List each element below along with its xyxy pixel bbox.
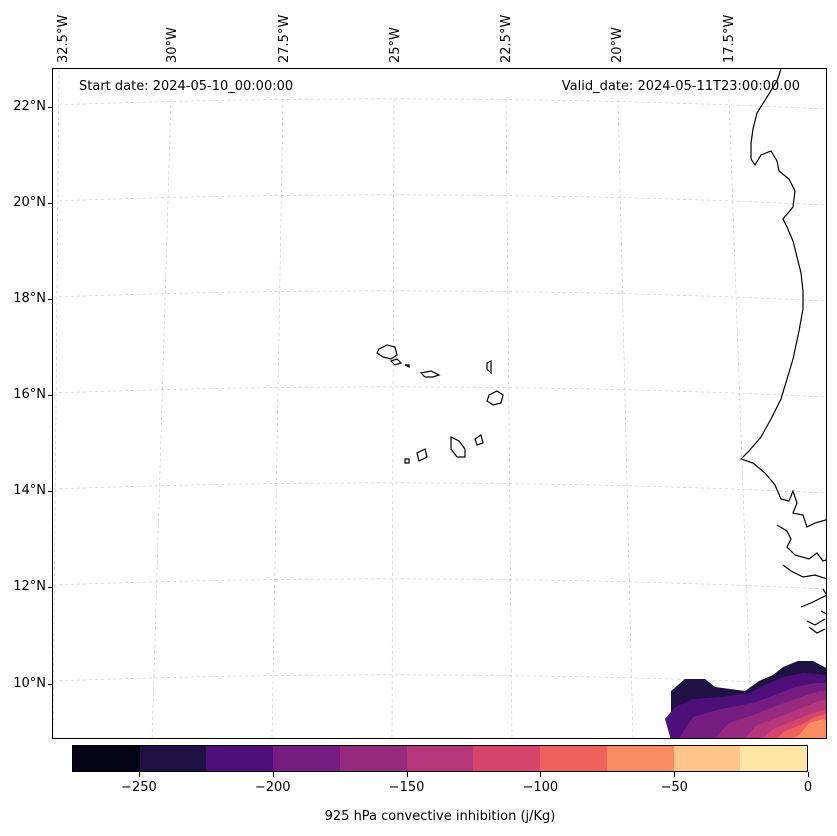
- island-santiago: [450, 436, 466, 458]
- parallel-16n: [53, 386, 826, 398]
- meridian-25w: [391, 98, 395, 738]
- colorbar-tick: [272, 772, 274, 777]
- start-date-label: Start date: 2024-05-10_00:00:00: [79, 79, 294, 94]
- meridian-22-5w: [505, 98, 513, 738]
- colorbar-tick: [808, 772, 809, 777]
- colorbar-tick: [406, 772, 408, 777]
- lon-label-25w: 25°W: [388, 27, 403, 63]
- colorbar-segment: [273, 746, 340, 771]
- meridian-32-5w: [53, 69, 60, 738]
- lon-label-27-5w: 27.5°W: [277, 14, 292, 63]
- valid-date-label: Valid_date: 2024-05-11T23:00:00.00: [561, 79, 800, 94]
- island-boa-vista: [486, 390, 504, 406]
- colorbar-segment: [606, 746, 674, 771]
- colorbar-segment: [206, 746, 274, 771]
- colorbar-tick: [138, 772, 140, 777]
- colorbar-tick: [674, 772, 676, 777]
- colorbar-tick-label: 0: [803, 780, 813, 795]
- africa-coastline: [739, 69, 826, 528]
- island-santa-luzia: [404, 364, 410, 368]
- lat-label-22n: 22°N: [13, 99, 46, 114]
- lat-label-10n: 10°N: [13, 676, 46, 691]
- contour-level-75: [793, 719, 826, 738]
- island-sao-nicolau: [419, 370, 441, 378]
- guinea-bissau-coast: [800, 594, 826, 608]
- meridian-17-5w: [728, 98, 753, 738]
- lon-label-17-5w: 17.5°W: [722, 14, 737, 63]
- senegal-river-inlet: [776, 524, 826, 562]
- colorbar-tick-label: −100: [522, 780, 559, 795]
- colorbar-tick-label: −150: [388, 780, 425, 795]
- parallel-18n: [53, 290, 826, 302]
- colorbar-segment: [473, 746, 541, 771]
- parallel-10n: [53, 674, 826, 686]
- colorbar-tick-label: −50: [660, 780, 688, 795]
- island-brava: [404, 458, 410, 464]
- parallel-12n: [53, 578, 826, 590]
- lon-label-32-5w: 32.5°W: [56, 14, 71, 63]
- lat-label-14n: 14°N: [13, 483, 46, 498]
- meridian-20w: [617, 98, 634, 738]
- island-santo-antao: [376, 344, 398, 360]
- lat-label-16n: 16°N: [13, 387, 46, 402]
- parallel-14n: [53, 482, 826, 494]
- colorbar-segment: [406, 746, 474, 771]
- island-fogo: [416, 448, 428, 462]
- lat-label-12n: 12°N: [13, 579, 46, 594]
- map-canvas: [53, 69, 826, 738]
- colorbar-segment: [73, 746, 140, 771]
- colorbar-tick-label: −250: [121, 780, 157, 795]
- lat-label-18n: 18°N: [13, 291, 46, 306]
- lon-label-22-5w: 22.5°W: [499, 14, 514, 63]
- graticule: [53, 69, 826, 738]
- coastlines: [739, 69, 826, 634]
- colorbar-tick: [540, 772, 542, 777]
- map-panel[interactable]: Start date: 2024-05-10_00:00:00 Valid_da…: [52, 68, 827, 739]
- parallel-22n: [53, 98, 826, 110]
- island-sao-vicente: [389, 358, 403, 366]
- bijagos-islands: [806, 618, 826, 634]
- colorbar-segment: [673, 746, 741, 771]
- colorbar-segment: [139, 746, 207, 771]
- colorbar-tick-label: −200: [254, 780, 291, 795]
- lon-label-30w: 30°W: [165, 27, 180, 63]
- island-sal: [486, 360, 492, 375]
- cin-contours: [665, 661, 826, 738]
- meridian-27-5w: [271, 98, 284, 738]
- lat-label-20n: 20°N: [13, 195, 46, 210]
- gambia-coast: [782, 564, 826, 580]
- colorbar-segment: [540, 746, 607, 771]
- lon-label-20w: 20°W: [610, 27, 625, 63]
- meridian-30w: [151, 98, 172, 738]
- colorbar-segment: [740, 746, 808, 771]
- guinea-coast: [820, 588, 826, 615]
- colorbar-title: 925 hPa convective inhibition (j/Kg): [324, 809, 556, 824]
- colorbar: [72, 745, 808, 772]
- cape-verde-islands: [376, 344, 504, 464]
- island-maio: [474, 434, 484, 446]
- colorbar-segment: [339, 746, 407, 771]
- parallel-20n: [53, 194, 826, 206]
